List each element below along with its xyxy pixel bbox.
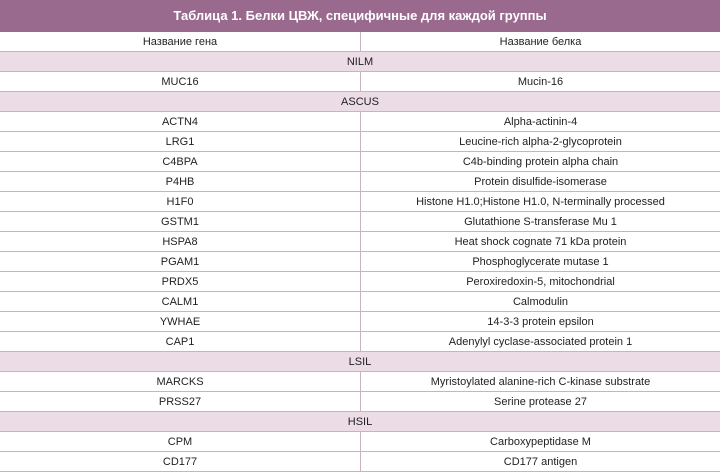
group-row: HSIL	[0, 412, 720, 432]
protein-cell: C4b-binding protein alpha chain	[360, 152, 720, 171]
protein-cell: 14-3-3 protein epsilon	[360, 312, 720, 331]
data-row: CPM Carboxypeptidase M	[0, 432, 720, 452]
gene-cell: GSTM1	[161, 216, 199, 228]
header-cell: Название белка	[360, 32, 720, 51]
data-row: C4BPA C4b-binding protein alpha chain	[0, 152, 720, 172]
protein-cell: Alpha-actinin-4	[360, 112, 720, 131]
data-row: PGAM1 Phosphoglycerate mutase 1	[0, 252, 720, 272]
group-row: NILM	[0, 52, 720, 72]
gene-cell: CAP1	[165, 336, 195, 348]
gene-cell: CD177	[162, 456, 198, 468]
group-row: ASCUS	[0, 92, 720, 112]
data-row: YWHAE 14-3-3 protein epsilon	[0, 312, 720, 332]
data-row: CAP1 Adenylyl cyclase-associated protein …	[0, 332, 720, 352]
data-row: HSPA8 Heat shock cognate 71 kDa protein	[0, 232, 720, 252]
protein-cell: Heat shock cognate 71 kDa protein	[360, 232, 720, 251]
gene-cell: CPM	[167, 436, 193, 448]
gene-cell: CALM1	[161, 296, 199, 308]
gene-cell: PRDX5	[161, 276, 199, 288]
data-row: H1F0 Histone H1.0;Histone H1.0, N-termina…	[0, 192, 720, 212]
gene-cell: YWHAE	[159, 316, 201, 328]
protein-cell: Peroxiredoxin-5, mitochondrial	[360, 272, 720, 291]
protein-cell: Mucin-16	[360, 72, 720, 91]
protein-cell: Myristoylated alanine-rich C-kinase subs…	[360, 372, 720, 391]
gene-cell: ACTN4	[161, 116, 199, 128]
protein-cell: Phosphoglycerate mutase 1	[360, 252, 720, 271]
header-cell: Название гена	[142, 36, 218, 48]
gene-cell: MUC16	[161, 76, 199, 88]
gene-cell: HSPA8	[162, 236, 198, 248]
gene-cell: H1F0	[166, 196, 194, 208]
data-row: MARCKS Myristoylated alanine-rich C-kinas…	[0, 372, 720, 392]
protein-cell: CD177 antigen	[360, 452, 720, 471]
data-row: ACTN4 Alpha-actinin-4	[0, 112, 720, 132]
data-row: CD177 CD177 antigen	[0, 452, 720, 472]
protein-cell: Leucine-rich alpha-2-glycoprotein	[360, 132, 720, 151]
data-row: MUC16 Mucin-16	[0, 72, 720, 92]
table-title: Таблица 1. Белки ЦВЖ, специфичные для ка…	[0, 0, 720, 32]
protein-cell: Adenylyl cyclase-associated protein 1	[360, 332, 720, 351]
protein-cell: Glutathione S-transferase Mu 1	[360, 212, 720, 231]
gene-cell: MARCKS	[156, 376, 204, 388]
table: Название гена Название белка NILM MUC16 Muci…	[0, 32, 720, 472]
header-row: Название гена Название белка	[0, 32, 720, 52]
protein-cell: Serine protease 27	[360, 392, 720, 411]
gene-cell: LRG1	[165, 136, 195, 148]
data-row: P4HB Protein disulfide-isomerase	[0, 172, 720, 192]
gene-cell: PGAM1	[160, 256, 200, 268]
data-row: GSTM1 Glutathione S-transferase Mu 1	[0, 212, 720, 232]
gene-cell: P4HB	[165, 176, 195, 188]
gene-cell: PRSS27	[158, 396, 202, 408]
protein-cell: Histone H1.0;Histone H1.0, N-terminally …	[360, 192, 720, 211]
protein-cell: Protein disulfide-isomerase	[360, 172, 720, 191]
data-row: PRDX5 Peroxiredoxin-5, mitochondrial	[0, 272, 720, 292]
group-row: LSIL	[0, 352, 720, 372]
data-row: LRG1 Leucine-rich alpha-2-glycoprotein	[0, 132, 720, 152]
data-row: CALM1 Calmodulin	[0, 292, 720, 312]
data-row: PRSS27 Serine protease 27	[0, 392, 720, 412]
gene-cell: C4BPA	[162, 156, 198, 168]
protein-cell: Calmodulin	[360, 292, 720, 311]
protein-cell: Carboxypeptidase M	[360, 432, 720, 451]
